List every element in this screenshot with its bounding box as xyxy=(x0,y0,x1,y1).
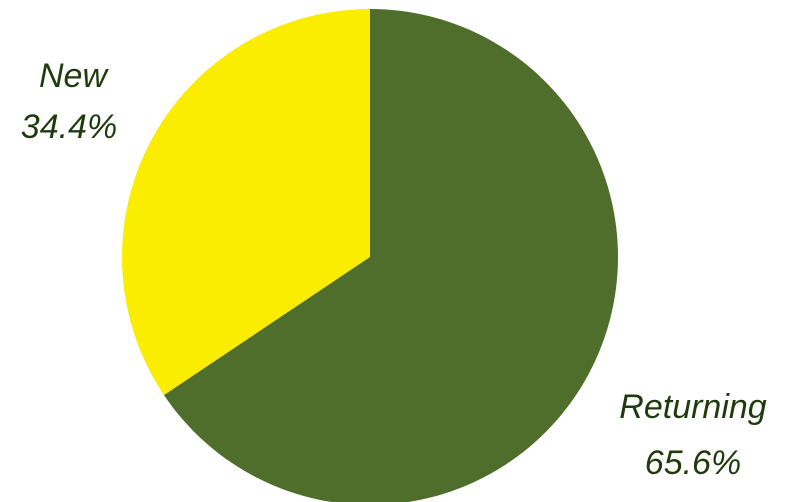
slice-label-returning-name: Returning xyxy=(619,388,767,426)
slice-label-new-value: 34.4% xyxy=(21,108,117,146)
pie-slice-returning xyxy=(164,9,618,502)
pie-slice-new xyxy=(122,8,370,396)
slice-label-new-name: New xyxy=(39,57,109,95)
slice-label-returning-value: 65.6% xyxy=(645,444,741,482)
pie-slices xyxy=(122,8,618,502)
